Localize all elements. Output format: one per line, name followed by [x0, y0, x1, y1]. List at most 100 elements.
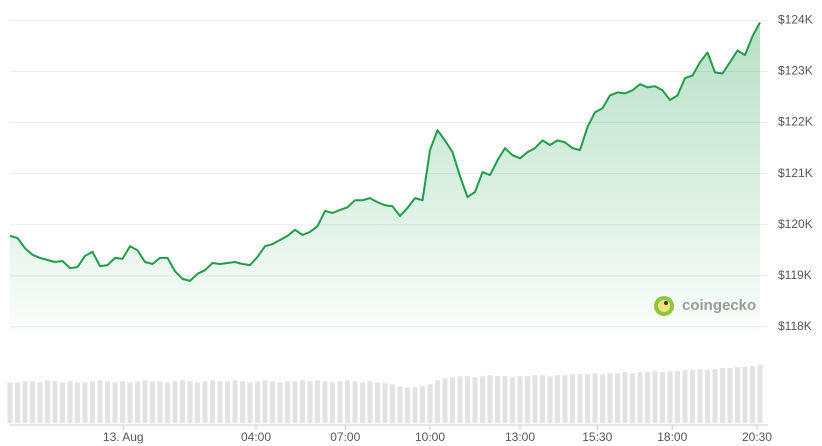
- price-line: [9, 21, 761, 282]
- x-tick-label: 07:00: [330, 430, 360, 444]
- y-tick-label: $120K: [778, 217, 813, 231]
- volume-bar: [420, 386, 425, 423]
- volume-bar: [510, 377, 515, 423]
- volume-bar: [135, 381, 140, 423]
- volume-bar: [127, 382, 133, 423]
- volume-bar: [52, 381, 58, 423]
- volume-bar: [150, 381, 155, 423]
- y-tick-label: $122K: [778, 115, 813, 129]
- volume-bar: [720, 368, 725, 423]
- volume-bar: [90, 381, 95, 423]
- volume-bar: [757, 365, 763, 423]
- volume-bar: [195, 382, 200, 423]
- volume-bar: [360, 382, 365, 423]
- volume-bar: [390, 384, 395, 423]
- volume-bar: [705, 370, 710, 423]
- volume-bar: [337, 381, 343, 423]
- volume-bar: [465, 376, 470, 423]
- y-tick-label: $119K: [778, 268, 812, 282]
- volume-bar: [262, 380, 268, 423]
- volume-bar: [502, 376, 508, 423]
- volume-bar: [120, 381, 125, 423]
- price-area: [10, 22, 760, 333]
- volume-bar: [60, 382, 65, 423]
- volume-bar: [240, 381, 245, 423]
- volume-bar: [45, 380, 50, 423]
- volume-bar: [277, 382, 283, 423]
- volume-bar: [202, 381, 208, 423]
- volume-bar: [37, 382, 43, 423]
- volume-bar: [300, 380, 305, 423]
- volume-bar: [532, 375, 538, 423]
- volume-bar: [165, 382, 170, 423]
- volume-bar: [667, 371, 673, 423]
- y-tick-label: $124K: [778, 13, 813, 27]
- x-tick-label: 13. Aug: [103, 430, 144, 444]
- volume-bar: [15, 382, 20, 423]
- volume-bar: [292, 381, 298, 423]
- volume-bar: [517, 376, 523, 423]
- volume-bar: [682, 370, 688, 423]
- y-tick-label: $123K: [778, 64, 813, 78]
- volume-bar: [577, 374, 583, 423]
- volume-bar: [322, 381, 328, 423]
- volume-bar: [712, 369, 718, 423]
- watermark: coingecko: [654, 296, 756, 316]
- volume-bar: [615, 373, 620, 423]
- volume-bar: [742, 367, 748, 423]
- volume-bar: [367, 381, 373, 423]
- volume-bar: [675, 371, 680, 423]
- volume-bar: [735, 367, 740, 423]
- volume-bar: [480, 376, 485, 423]
- volume-bar: [217, 381, 223, 423]
- volume-bar: [690, 370, 695, 423]
- volume-bar: [450, 377, 455, 423]
- volume-bar: [540, 375, 545, 423]
- volume-bar: [142, 380, 148, 423]
- x-tick-label: 13:00: [505, 430, 535, 444]
- volume-bar: [412, 387, 418, 423]
- volume-bar: [330, 382, 335, 423]
- volume-bar: [622, 372, 628, 423]
- volume-bar: [270, 381, 275, 423]
- volume-bar: [307, 381, 313, 423]
- volume-bar: [472, 377, 478, 423]
- volume-bar: [405, 387, 410, 423]
- volume-bar: [232, 380, 238, 423]
- y-tick-label: $121K: [778, 166, 813, 180]
- volume-bar: [495, 376, 500, 423]
- volume-bar: [315, 380, 320, 423]
- y-tick-label: $118K: [778, 319, 812, 333]
- volume-bar: [727, 368, 733, 423]
- watermark-logo-eye: [664, 301, 668, 305]
- volume-bar: [67, 381, 73, 423]
- volume-bar: [652, 371, 658, 423]
- volume-bar: [600, 374, 605, 423]
- volume-bar: [457, 376, 463, 423]
- volume-bar: [180, 380, 185, 423]
- x-tick-label: 20:30: [742, 430, 772, 444]
- volume-bar: [352, 381, 358, 423]
- volume-bar: [7, 382, 13, 423]
- watermark-logo-inner: [658, 300, 670, 312]
- volume-bar: [427, 384, 433, 423]
- volume-bar: [630, 373, 635, 423]
- volume-bar: [172, 381, 178, 423]
- volume-bar: [157, 381, 163, 423]
- volume-bar: [255, 381, 260, 423]
- volume-bar: [75, 382, 80, 423]
- volume-bar: [525, 376, 530, 423]
- volume-bar: [697, 369, 703, 423]
- volume-bar: [375, 382, 380, 423]
- volume-bar: [247, 382, 253, 423]
- volume-bar: [547, 376, 553, 423]
- volume-bar: [562, 375, 568, 423]
- volume-bar: [585, 374, 590, 423]
- x-tick-label: 15:30: [582, 430, 612, 444]
- volume-bar: [30, 381, 35, 423]
- volume-bar: [607, 373, 613, 423]
- watermark-text: coingecko: [682, 297, 756, 314]
- volume-bar: [750, 366, 755, 423]
